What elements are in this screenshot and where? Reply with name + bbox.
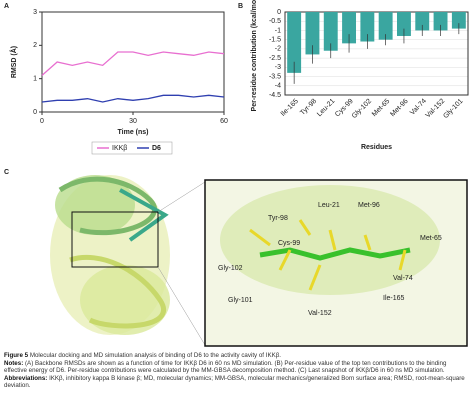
residue-label: Leu-21 xyxy=(318,202,340,209)
residue-label: Val-74 xyxy=(393,275,413,282)
legend-box xyxy=(91,141,173,155)
y-tick-label: -1 xyxy=(275,27,281,34)
bar xyxy=(305,12,320,55)
panel-letter: C xyxy=(4,169,9,176)
bar xyxy=(323,12,338,51)
protein-structure xyxy=(50,175,206,346)
x-tick-label: 30 xyxy=(129,118,137,125)
bar xyxy=(342,12,357,44)
plot-frame xyxy=(284,11,469,96)
series-line xyxy=(41,51,225,76)
residue-label: Val-152 xyxy=(308,310,332,317)
caption: Figure 5 Molecular docking and MD simula… xyxy=(4,352,470,390)
y-tick-label: 3 xyxy=(33,9,37,16)
x-tick-label: Met-96 xyxy=(389,98,409,118)
caption-title: Figure 5 Molecular docking and MD simula… xyxy=(4,352,470,360)
bar xyxy=(360,12,375,42)
y-tick-label: -2.5 xyxy=(269,55,281,62)
caption-abbr: Abbreviations: IKKβ, inhibitory kappa B … xyxy=(4,375,470,390)
legend-label: IKKβ xyxy=(112,145,127,152)
x-tick-label: 0 xyxy=(40,118,44,125)
y-tick-label: 1 xyxy=(33,76,37,83)
x-tick-label: Leu-21 xyxy=(316,98,336,118)
y-tick-label: 2 xyxy=(33,42,37,49)
series-line xyxy=(41,94,225,103)
bar xyxy=(415,12,430,31)
bar xyxy=(433,12,448,31)
y-tick-label: -1.5 xyxy=(269,37,281,44)
y-axis-label: RMSD (Å) xyxy=(9,46,18,78)
panel-letter: B xyxy=(238,3,243,10)
legend-label: D6 xyxy=(152,145,161,152)
bar xyxy=(451,12,466,29)
y-tick-label: 0 xyxy=(33,109,37,116)
panel-letter: A xyxy=(4,3,9,10)
x-tick-label: Gly-101 xyxy=(442,98,464,120)
abbr-text: IKKβ, inhibitory kappa B kinase β; MD, m… xyxy=(4,374,465,390)
bar xyxy=(396,12,411,36)
y-tick-label: -2 xyxy=(275,46,281,53)
residue-label: Gly-102 xyxy=(218,265,243,272)
caption-notes: Notes: (A) Backbone RMSDs are shown as a… xyxy=(4,360,470,375)
residue-label: Cys-99 xyxy=(278,240,300,247)
y-tick-label: -0.5 xyxy=(269,18,281,25)
residue-label: Met-65 xyxy=(420,235,442,242)
figure-label: Figure 5 xyxy=(4,352,29,359)
y-tick-label: 0 xyxy=(277,9,281,16)
x-axis-label: Time (ns) xyxy=(118,129,149,136)
bar xyxy=(378,12,393,40)
x-tick-label: 60 xyxy=(220,118,228,125)
x-tick-label: Gly-102 xyxy=(351,98,373,120)
y-tick-label: -4.5 xyxy=(269,92,281,99)
notes-text: (A) Backbone RMSDs are shown as a functi… xyxy=(4,359,447,375)
y-axis-label: Per-residue contribution (kcal/mol) xyxy=(251,0,258,111)
notes-label: Notes: xyxy=(4,359,24,367)
x-tick-label: Met-65 xyxy=(371,98,391,118)
bar xyxy=(287,12,302,73)
y-tick-label: -4 xyxy=(275,83,281,90)
y-tick-label: -3 xyxy=(275,64,281,71)
residue-label: Met-96 xyxy=(358,202,380,209)
x-tick-label: Ile-165 xyxy=(280,98,300,118)
abbr-label: Abbreviations: xyxy=(4,374,48,382)
zoom-view xyxy=(204,179,468,347)
residue-label: Tyr-98 xyxy=(268,215,288,222)
residue-label: Gly-101 xyxy=(228,297,253,304)
caption-text: Molecular docking and MD simulation anal… xyxy=(29,352,281,359)
y-tick-label: -3.5 xyxy=(269,73,281,80)
residue-label: Ile-165 xyxy=(383,295,405,302)
x-tick-label: Tyr-98 xyxy=(299,98,318,117)
x-axis-label: Residues xyxy=(361,144,392,151)
